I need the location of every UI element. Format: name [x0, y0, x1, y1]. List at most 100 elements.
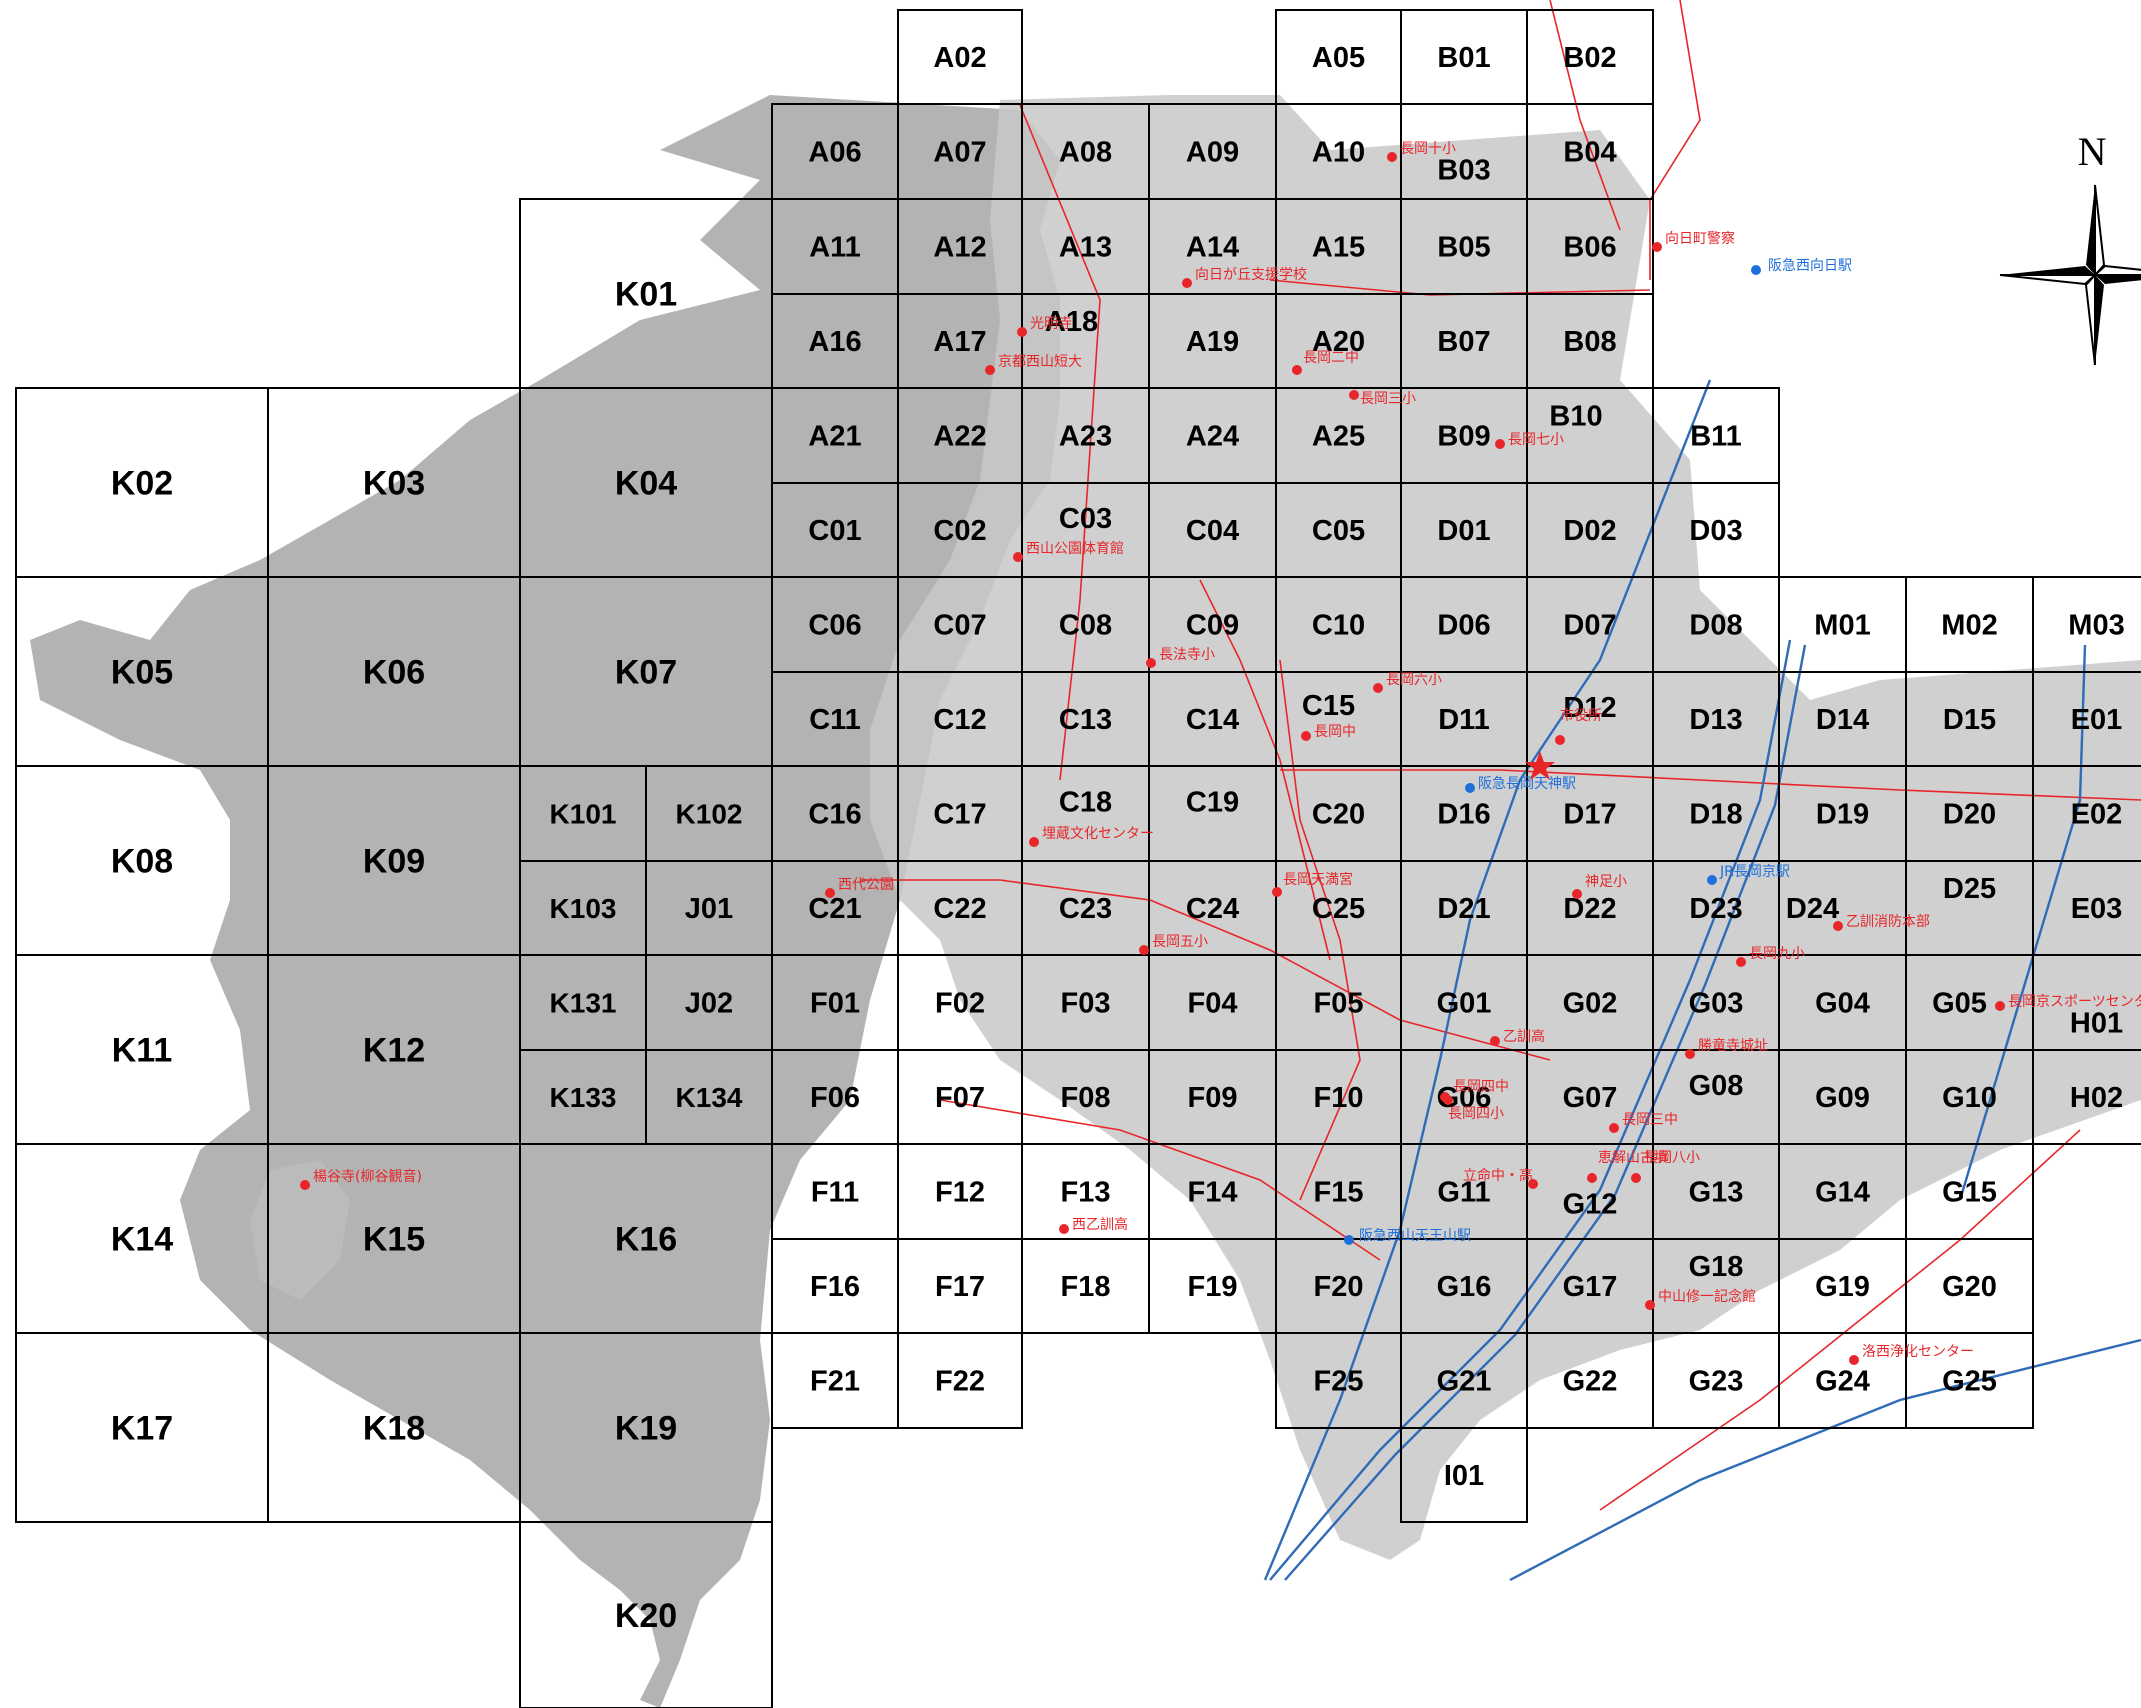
- cell-label: G21: [1437, 1366, 1492, 1398]
- cell-label: G25: [1942, 1366, 1997, 1398]
- poi-marker-icon[interactable]: [1344, 1235, 1354, 1245]
- poi-marker-icon[interactable]: [1995, 1001, 2005, 1011]
- poi-label: 中山修一記念館: [1658, 1288, 1756, 1305]
- cell-label: B01: [1437, 42, 1490, 74]
- poi-marker-icon[interactable]: [1609, 1123, 1619, 1133]
- cell-label: C18: [1059, 787, 1112, 819]
- cell-label: F20: [1314, 1271, 1364, 1303]
- cell-label: G05: [1932, 988, 1987, 1020]
- cell-label: A02: [933, 42, 986, 74]
- cell-label: F02: [935, 988, 985, 1020]
- grid-cell[interactable]: [897, 1332, 1023, 1429]
- poi-marker-icon[interactable]: [1465, 783, 1475, 793]
- poi-label: 向日町警察: [1665, 230, 1735, 247]
- poi-label: 長岡四中: [1453, 1079, 1509, 1095]
- poi-marker-icon[interactable]: [1751, 265, 1761, 275]
- cell-label: C01: [808, 515, 861, 547]
- cell-label: A23: [1059, 421, 1112, 453]
- cell-label: A15: [1312, 232, 1365, 264]
- poi-marker-icon[interactable]: [1443, 1095, 1453, 1105]
- grid-layer: [15, 9, 2141, 1708]
- poi-marker-icon[interactable]: [985, 365, 995, 375]
- poi-marker-icon[interactable]: [1373, 683, 1383, 693]
- poi-marker-icon[interactable]: [300, 1180, 310, 1190]
- poi-marker-icon[interactable]: [1059, 1224, 1069, 1234]
- cell-label: C06: [808, 610, 861, 642]
- cell-label: F07: [935, 1082, 985, 1114]
- poi-label: 洛西浄化センター: [1862, 1344, 1974, 1360]
- cell-label: G10: [1942, 1082, 1997, 1114]
- poi-marker-icon[interactable]: [1707, 875, 1717, 885]
- poi-marker-icon[interactable]: [1272, 887, 1282, 897]
- poi-marker-icon[interactable]: [1528, 1179, 1538, 1189]
- poi-marker-icon[interactable]: [825, 888, 835, 898]
- cell-label: G12: [1563, 1189, 1618, 1221]
- poi-marker-icon[interactable]: [1490, 1036, 1500, 1046]
- grid-cell[interactable]: [1400, 1427, 1528, 1523]
- cell-label: F10: [1314, 1082, 1364, 1114]
- poi-marker-icon[interactable]: [1182, 278, 1192, 288]
- cell-label: G11: [1437, 1177, 1490, 1209]
- poi-label: 阪急長岡天神駅: [1478, 776, 1576, 792]
- poi-marker-icon[interactable]: [1652, 242, 1662, 252]
- cell-label: A10: [1312, 137, 1365, 169]
- mountain-terrain: [30, 95, 1060, 1708]
- cell-label: F09: [1188, 1082, 1238, 1114]
- cell-label: F18: [1061, 1271, 1111, 1303]
- grid-cell[interactable]: [1905, 1332, 2034, 1429]
- cell-label: C02: [933, 515, 986, 547]
- cell-label: C19: [1186, 787, 1239, 819]
- cell-label: A05: [1312, 42, 1365, 74]
- poi-marker-icon[interactable]: [1349, 390, 1359, 400]
- urban-area: [870, 95, 2141, 1560]
- cell-label: M02: [1941, 610, 1997, 642]
- cell-label: F14: [1188, 1177, 1238, 1209]
- cell-label: M03: [2068, 610, 2124, 642]
- poi-marker-icon[interactable]: [1631, 1173, 1641, 1183]
- cell-label: F04: [1188, 988, 1238, 1020]
- cell-label: C24: [1186, 893, 1239, 925]
- cell-label: G04: [1815, 988, 1870, 1020]
- poi-marker-icon[interactable]: [1833, 921, 1843, 931]
- poi-label: 長岡京スポーツセンター: [2008, 994, 2141, 1010]
- poi-marker-icon[interactable]: [1013, 552, 1023, 562]
- urban-area-west: [250, 1160, 350, 1300]
- poi-marker-icon[interactable]: [1587, 1173, 1597, 1183]
- grid-cell[interactable]: [2032, 1049, 2141, 1145]
- poi-label: 乙訓消防本部: [1846, 914, 1930, 930]
- cell-label: K08: [111, 842, 173, 880]
- cell-label: B09: [1437, 421, 1490, 453]
- railway-hankyu: [1263, 379, 1712, 1581]
- poi-marker-icon[interactable]: [1495, 439, 1505, 449]
- poi-marker-icon[interactable]: [1387, 152, 1397, 162]
- poi-marker-icon[interactable]: [1849, 1355, 1859, 1365]
- poi-marker-icon[interactable]: [1301, 731, 1311, 741]
- cell-label: G01: [1437, 988, 1492, 1020]
- cell-label: D12: [1563, 692, 1616, 724]
- cell-label: B11: [1690, 421, 1742, 453]
- poi-marker-icon[interactable]: [1029, 837, 1039, 847]
- cell-label: K19: [615, 1409, 677, 1447]
- cell-label-layer: A02 A05 B01 B02 A06 A07 A08 A09 A10 B03 B04 K01 A11 A…: [111, 42, 2125, 1635]
- poi-marker-icon[interactable]: [1645, 1300, 1655, 1310]
- poi-marker-icon[interactable]: [1572, 889, 1582, 899]
- cell-label: D18: [1689, 799, 1742, 831]
- terrain-layer: [30, 95, 2141, 1708]
- poi-marker-icon[interactable]: [1555, 735, 1565, 745]
- poi-label: 神足小: [1585, 874, 1627, 890]
- poi-marker-icon[interactable]: [1146, 658, 1156, 668]
- cell-label: A12: [933, 232, 986, 264]
- cell-label: H01: [2070, 1008, 2123, 1040]
- poi-marker-icon[interactable]: [1017, 327, 1027, 337]
- poi-marker-icon[interactable]: [1736, 957, 1746, 967]
- poi-marker-icon[interactable]: [1685, 1049, 1695, 1059]
- grid-cell[interactable]: [519, 1521, 773, 1708]
- cell-label: C14: [1186, 704, 1239, 736]
- poi-label: 長岡三小: [1360, 391, 1416, 407]
- cell-label: K134: [676, 1082, 743, 1113]
- poi-marker-icon[interactable]: [1292, 365, 1302, 375]
- poi-label: 長岡六小: [1386, 672, 1442, 688]
- poi-marker-icon[interactable]: [1139, 945, 1149, 955]
